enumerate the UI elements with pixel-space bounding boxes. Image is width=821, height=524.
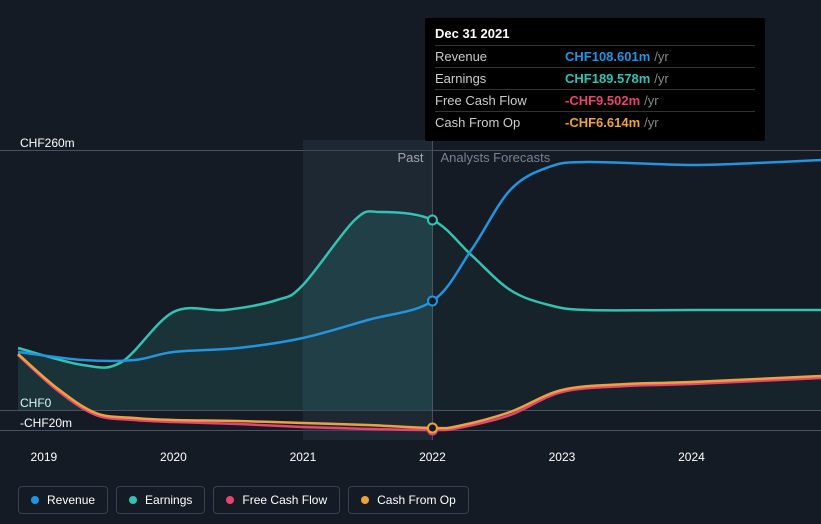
legend: Revenue Earnings Free Cash Flow Cash From O… [18,486,469,514]
tooltip-row-unit: /yr [654,71,668,86]
legend-label: Cash From Op [377,493,456,507]
legend-label: Revenue [47,493,95,507]
tooltip-row-unit: /yr [644,93,658,108]
tooltip-row-unit: /yr [654,49,668,64]
tooltip-row-unit: /yr [644,115,658,130]
legend-dot-icon [129,496,137,504]
revenue-marker [428,297,437,306]
x-tick-label: 2024 [678,450,705,464]
legend-label: Earnings [145,493,192,507]
legend-item-cash-from-op[interactable]: Cash From Op [348,486,469,514]
tooltip-rows: RevenueCHF108.601m/yrEarningsCHF189.578m… [435,45,755,133]
tooltip-row-value: CHF108.601m [565,49,650,64]
tooltip-row: RevenueCHF108.601m/yr [435,45,755,67]
earnings-marker [428,216,437,225]
cash-from-op-marker [428,424,437,433]
x-tick-label: 2019 [31,450,58,464]
legend-label: Free Cash Flow [242,493,327,507]
chart-plot [18,140,821,440]
x-axis: 2019 2020 2021 2022 2023 2024 [18,450,821,470]
legend-dot-icon [226,496,234,504]
tooltip-row-label: Free Cash Flow [435,93,565,108]
tooltip-row: EarningsCHF189.578m/yr [435,67,755,89]
x-tick-label: 2020 [160,450,187,464]
x-tick-label: 2021 [290,450,317,464]
legend-dot-icon [31,496,39,504]
tooltip-row-value: -CHF6.614m [565,115,640,130]
tooltip-row-label: Earnings [435,71,565,86]
x-tick-label: 2023 [549,450,576,464]
tooltip-row-value: -CHF9.502m [565,93,640,108]
legend-item-free-cash-flow[interactable]: Free Cash Flow [213,486,340,514]
tooltip-row: Free Cash Flow-CHF9.502m/yr [435,89,755,111]
tooltip-date: Dec 31 2021 [435,26,755,41]
tooltip-row: Cash From Op-CHF6.614m/yr [435,111,755,133]
tooltip-row-value: CHF189.578m [565,71,650,86]
legend-item-revenue[interactable]: Revenue [18,486,108,514]
tooltip-row-label: Revenue [435,49,565,64]
x-tick-label: 2022 [419,450,446,464]
chart-tooltip: Dec 31 2021 RevenueCHF108.601m/yrEarning… [425,18,765,141]
tooltip-row-label: Cash From Op [435,115,565,130]
legend-dot-icon [361,496,369,504]
legend-item-earnings[interactable]: Earnings [116,486,205,514]
